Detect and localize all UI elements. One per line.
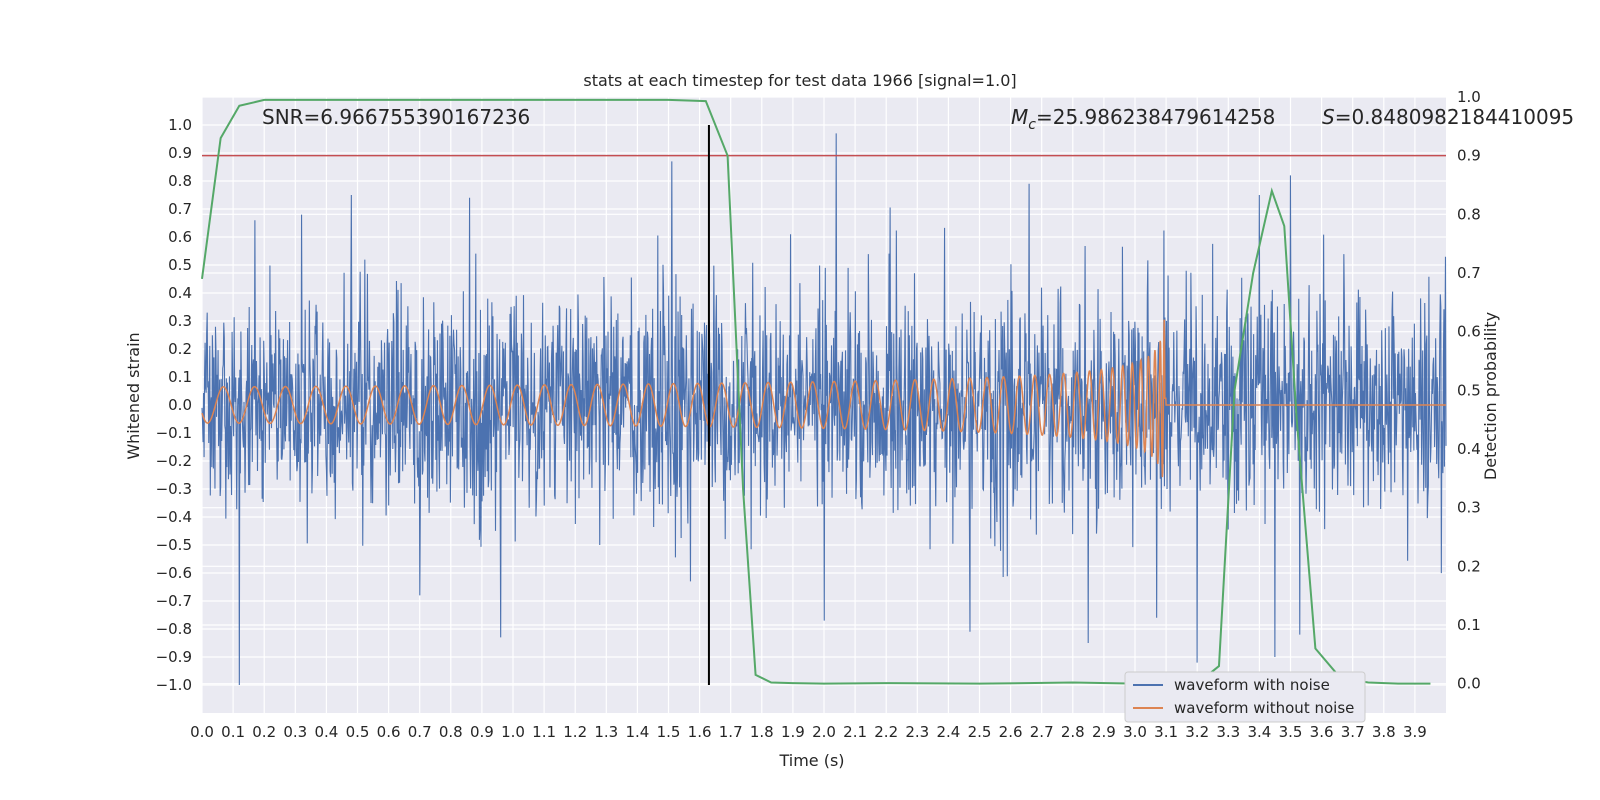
y2-tick-label: 0.8 [1457, 205, 1481, 223]
y-tick-label: 0.4 [168, 284, 192, 302]
x-tick-label: 0.0 [190, 723, 214, 741]
x-tick-label: 0.1 [221, 723, 245, 741]
x-tick-label: 3.7 [1341, 723, 1365, 741]
x-tick-label: 1.5 [657, 723, 681, 741]
x-tick-label: 1.6 [688, 723, 712, 741]
s-annotation: S=0.8480982184410095 [1322, 105, 1574, 129]
x-tick-label: 2.2 [874, 723, 898, 741]
x-tick-label: 3.2 [1185, 723, 1209, 741]
y-tick-label: −0.8 [156, 620, 192, 638]
y2-tick-label: 0.5 [1457, 381, 1481, 399]
x-axis-label: Time (s) [778, 751, 844, 770]
x-tick-label: 2.8 [1061, 723, 1085, 741]
y-tick-label: 0.6 [168, 228, 192, 246]
x-tick-label: 0.8 [439, 723, 463, 741]
x-tick-label: 0.6 [377, 723, 401, 741]
x-tick-label: 2.1 [843, 723, 867, 741]
y2-axis-label: Detection probability [1481, 312, 1500, 480]
x-tick-label: 0.9 [470, 723, 494, 741]
x-tick-label: 2.7 [1030, 723, 1054, 741]
y-tick-label: −0.7 [156, 592, 192, 610]
legend-label-noise: waveform with noise [1174, 676, 1330, 694]
y-tick-label: −0.2 [156, 452, 192, 470]
x-tick-label: 3.9 [1403, 723, 1427, 741]
x-tick-label: 2.3 [905, 723, 929, 741]
y-tick-label: 0.5 [168, 256, 192, 274]
y-tick-label: −0.1 [156, 424, 192, 442]
snr-annotation: SNR=6.966755390167236 [262, 105, 530, 129]
chirp-mass-annotation: Mc=25.986238479614258 [1011, 105, 1275, 133]
detection-probability-line [201, 98, 1431, 685]
y-tick-label: −0.4 [156, 508, 192, 526]
x-tick-label: 3.1 [1154, 723, 1178, 741]
x-tick-label: 0.4 [314, 723, 338, 741]
y-tick-label: 0.2 [168, 340, 192, 358]
x-tick-label: 1.1 [532, 723, 556, 741]
y2-tick-label: 0.4 [1457, 440, 1481, 458]
y-tick-label: −0.3 [156, 480, 192, 498]
s-value: =0.8480982184410095 [1335, 105, 1574, 129]
clean-waveform-line [201, 319, 1446, 478]
y2-tick-label: 0.3 [1457, 499, 1481, 517]
y-tick-label: 0.1 [168, 368, 192, 386]
x-tick-label: 2.0 [812, 723, 836, 741]
legend: waveform with noise waveform without noi… [1124, 671, 1366, 723]
x-tick-label: 1.3 [594, 723, 618, 741]
x-tick-label: 3.0 [1123, 723, 1147, 741]
x-tick-label: 2.9 [1092, 723, 1116, 741]
x-tick-label: 0.3 [283, 723, 307, 741]
y2-tick-label: 0.9 [1457, 147, 1481, 165]
x-tick-label: 2.4 [936, 723, 960, 741]
y-tick-label: −1.0 [156, 676, 192, 694]
x-tick-label: 0.7 [408, 723, 432, 741]
x-tick-label: 3.6 [1310, 723, 1334, 741]
y-axis-label: Whitened strain [124, 332, 143, 459]
y-tick-label: 0.0 [168, 396, 192, 414]
x-tick-label: 2.5 [968, 723, 992, 741]
x-tick-label: 3.4 [1247, 723, 1271, 741]
x-tick-label: 1.0 [501, 723, 525, 741]
y2-tick-label: 1.0 [1457, 88, 1481, 106]
noisy-waveform-line [201, 133, 1447, 686]
y2-tick-label: 0.6 [1457, 323, 1481, 341]
x-tick-label: 3.3 [1216, 723, 1240, 741]
y-tick-label: 1.0 [168, 116, 192, 134]
y-tick-label: −0.9 [156, 648, 192, 666]
chirp-mass-value: =25.986238479614258 [1036, 105, 1275, 129]
y2-tick-label: 0.0 [1457, 675, 1481, 693]
x-tick-label: 1.4 [625, 723, 649, 741]
y2-tick-label: 0.1 [1457, 616, 1481, 634]
x-tick-label: 2.6 [999, 723, 1023, 741]
x-tick-label: 3.5 [1279, 723, 1303, 741]
chart-title: stats at each timestep for test data 196… [583, 71, 1016, 90]
chirp-mass-subscript: c [1028, 117, 1036, 133]
y-tick-label: 0.9 [168, 144, 192, 162]
y-tick-label: −0.6 [156, 564, 192, 582]
y2-tick-label: 0.2 [1457, 557, 1481, 575]
s-symbol: S [1322, 105, 1335, 129]
x-tick-label: 1.2 [563, 723, 587, 741]
chirp-mass-symbol: M [1011, 105, 1028, 129]
legend-label-clean: waveform without noise [1174, 699, 1354, 717]
y2-tick-label: 0.7 [1457, 264, 1481, 282]
y-tick-label: 0.8 [168, 172, 192, 190]
x-tick-label: 0.2 [252, 723, 276, 741]
y-tick-label: 0.7 [168, 200, 192, 218]
x-tick-label: 1.7 [719, 723, 743, 741]
legend-box [1124, 671, 1366, 723]
y-tick-label: −0.5 [156, 536, 192, 554]
x-tick-label: 0.5 [346, 723, 370, 741]
x-tick-label: 1.8 [750, 723, 774, 741]
x-tick-label: 3.8 [1372, 723, 1396, 741]
y-tick-label: 0.3 [168, 312, 192, 330]
x-tick-label: 1.9 [781, 723, 805, 741]
